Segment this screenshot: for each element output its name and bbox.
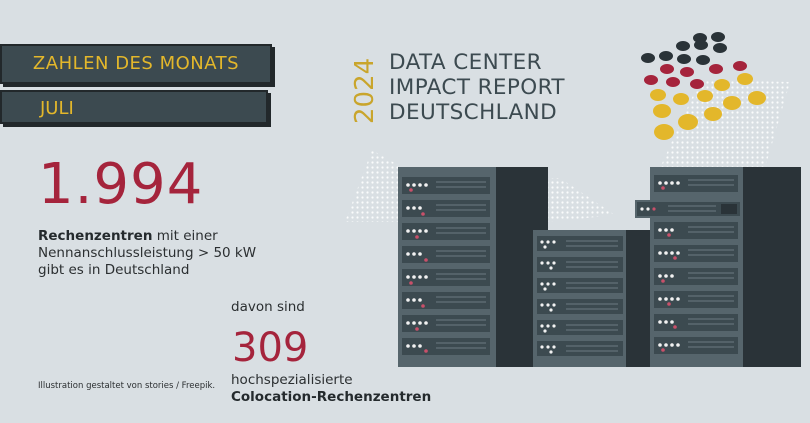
data-center-count: 1.994	[38, 152, 204, 217]
label-bold: Rechenzentren	[38, 228, 153, 244]
colocation-label-line1: hochspezialisierte	[231, 372, 353, 388]
report-title-line1: DATA CENTER	[389, 50, 542, 75]
report-year-text: 2024	[350, 58, 380, 124]
month-banner: JULI	[0, 90, 268, 124]
monthly-figures-banner: ZAHLEN DES MONATS	[0, 44, 272, 84]
data-center-count-label: Rechenzentren mit einer Nennanschlusslei…	[38, 228, 268, 279]
colocation-count: 309	[232, 325, 309, 371]
rack-left	[398, 167, 548, 367]
server-rack-illustration	[345, 32, 801, 367]
report-year: 2024	[350, 58, 380, 124]
label-rest: mit einer Nennanschlussleistung > 50 kW …	[38, 228, 257, 278]
colocation-label-line2: Colocation-Rechenzentren	[231, 389, 432, 405]
report-title: DATA CENTER IMPACT REPORT DEUTSCHLAND	[389, 50, 565, 125]
flag-dot-cluster	[641, 32, 766, 140]
subset-intro: davon sind	[231, 299, 305, 315]
report-title-line2: IMPACT REPORT	[389, 75, 565, 100]
illustration-credit: Illustration gestaltet von stories / Fre…	[38, 381, 216, 391]
rack-right	[635, 167, 801, 367]
rack-middle	[533, 230, 650, 367]
colocation-label: hochspezialisierte Colocation-Rechenzent…	[231, 372, 451, 406]
report-title-line3: DEUTSCHLAND	[389, 100, 558, 125]
